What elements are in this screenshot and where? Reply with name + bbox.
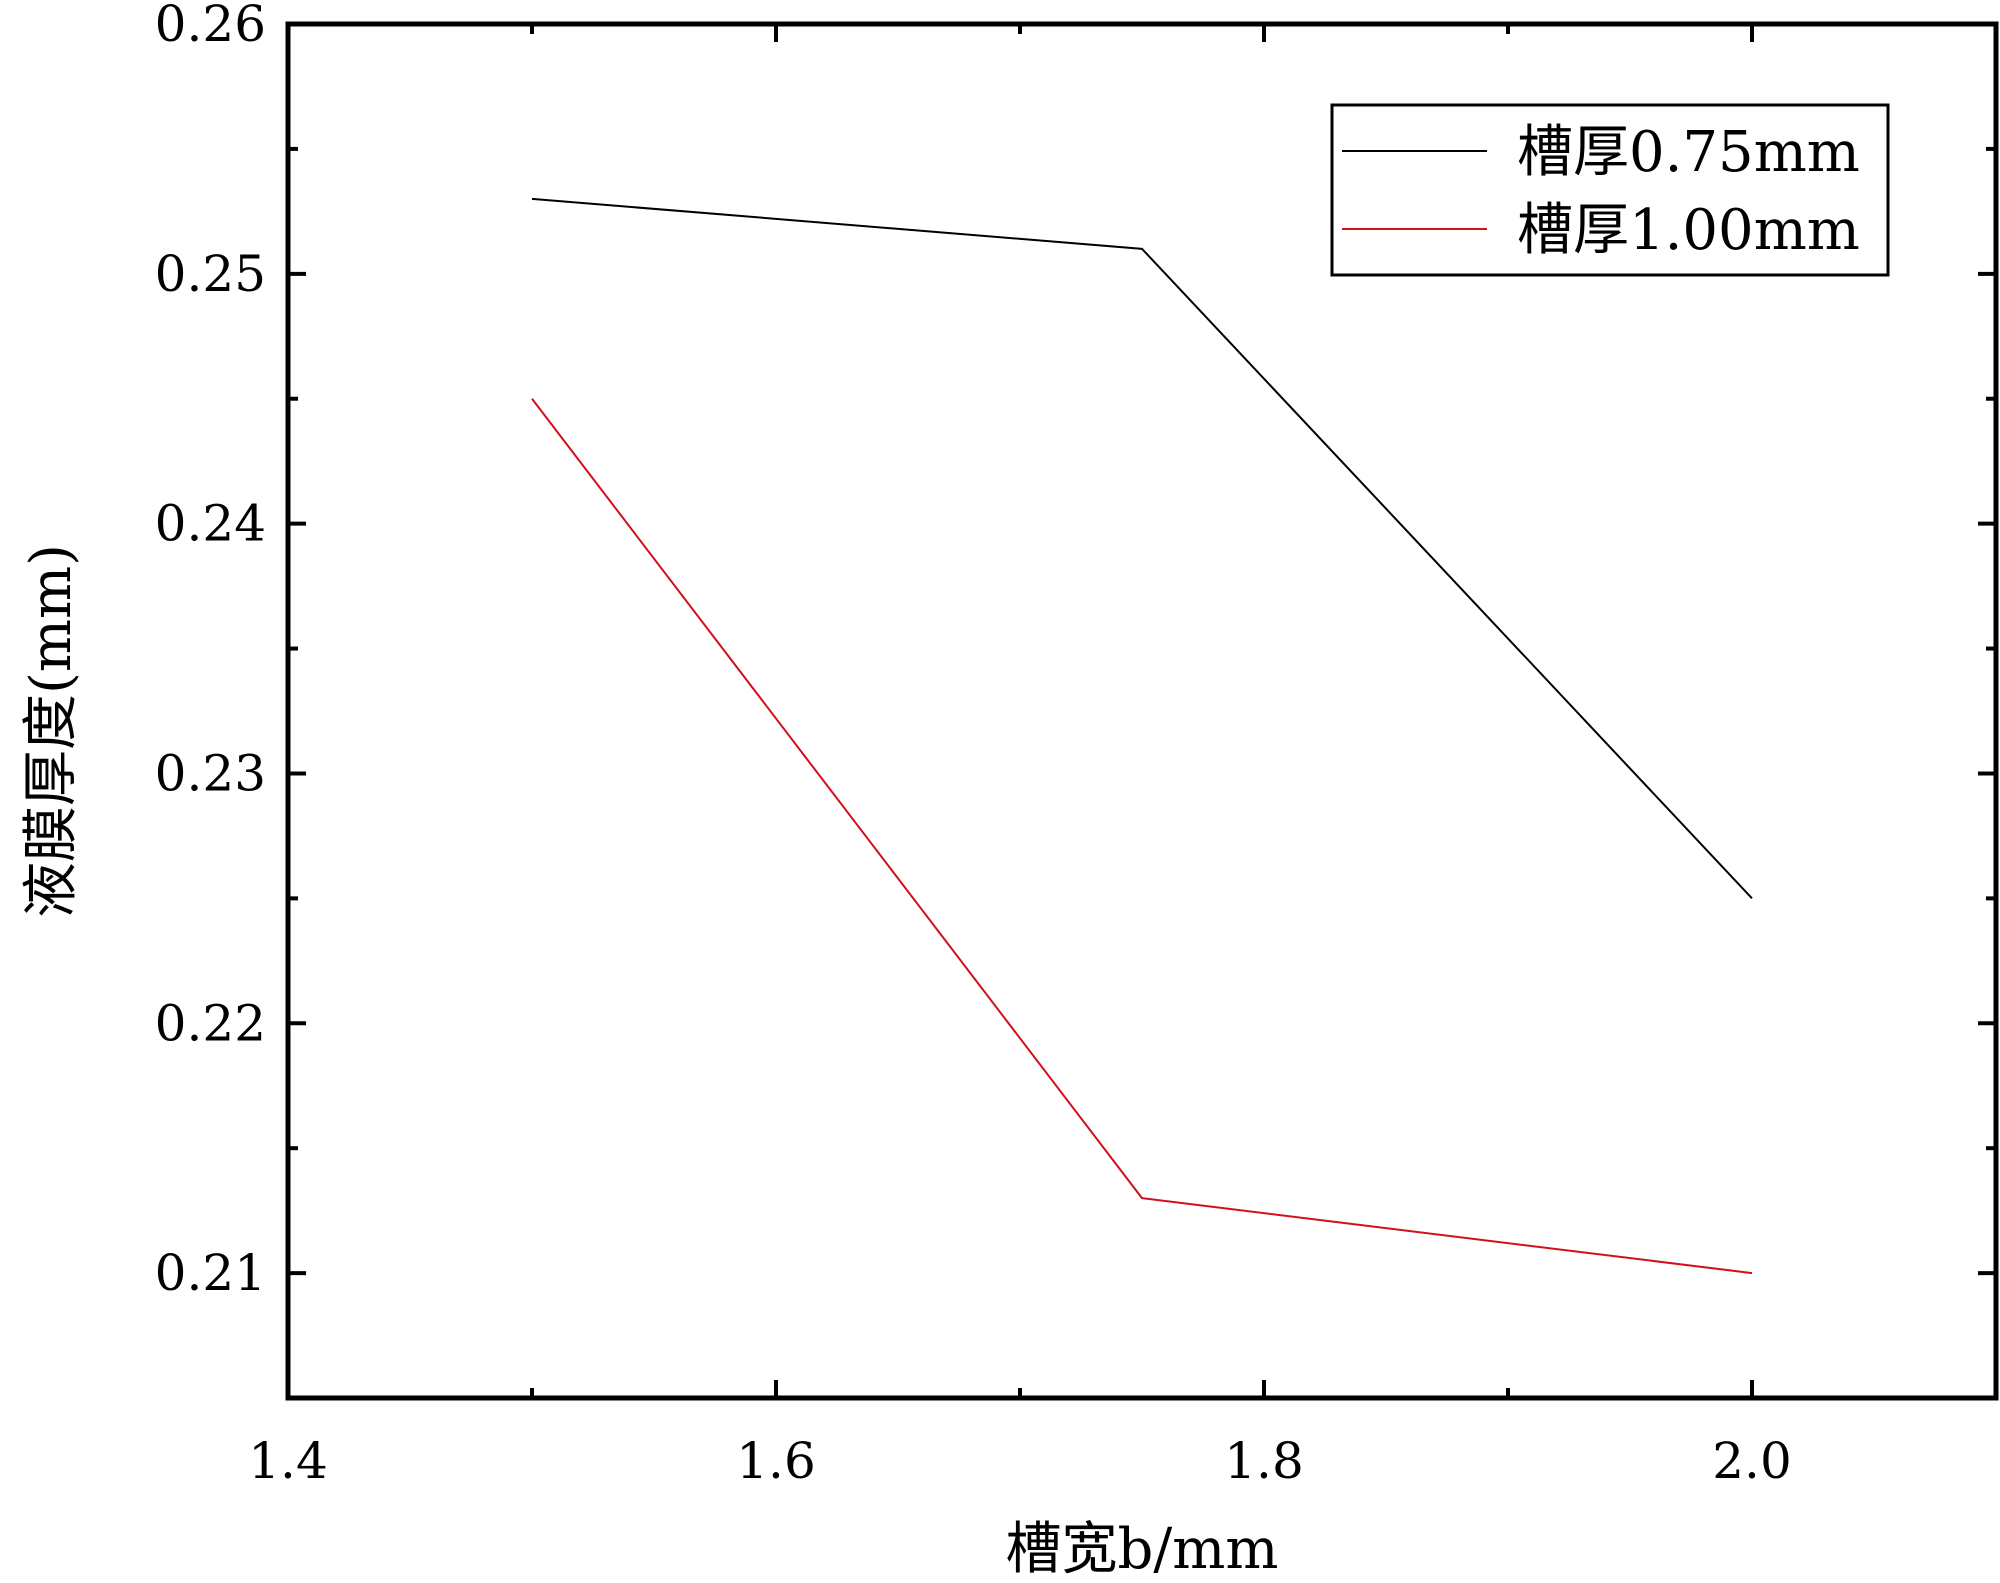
x-tick-label: 1.6 — [736, 1432, 816, 1490]
plot-frame — [285, 21, 1999, 1401]
x-tick-label: 1.8 — [1224, 1432, 1304, 1490]
x-tick-label: 1.4 — [248, 1432, 328, 1490]
y-tick-label: 0.21 — [155, 1244, 266, 1302]
legend-label-series-2: 槽厚1.00mm — [1517, 198, 1860, 263]
legend-label-series-1: 槽厚0.75mm — [1517, 120, 1860, 185]
y-tick-label: 0.25 — [155, 245, 266, 303]
legend: 槽厚0.75mm 槽厚1.00mm — [1330, 103, 1890, 277]
y-axis-title: 液膜厚度(mm) — [19, 544, 84, 918]
series-layer — [531, 197, 1753, 1275]
x-axis-title: 槽宽b/mm — [1006, 1517, 1279, 1582]
series-line-2 — [531, 398, 1753, 1275]
y-tick-label: 0.23 — [155, 744, 266, 802]
y-tick-label: 0.26 — [155, 0, 266, 53]
series-line-1 — [531, 197, 1753, 900]
y-tick-label: 0.24 — [155, 495, 266, 553]
y-tick-label: 0.22 — [155, 994, 266, 1052]
legend-box — [1330, 103, 1890, 277]
x-tick-label: 2.0 — [1712, 1432, 1792, 1490]
ticks-layer: 1.4 1.6 1.8 2.0 0.21 0.22 0.23 0.24 0.25 0.26 — [155, 0, 1998, 1490]
